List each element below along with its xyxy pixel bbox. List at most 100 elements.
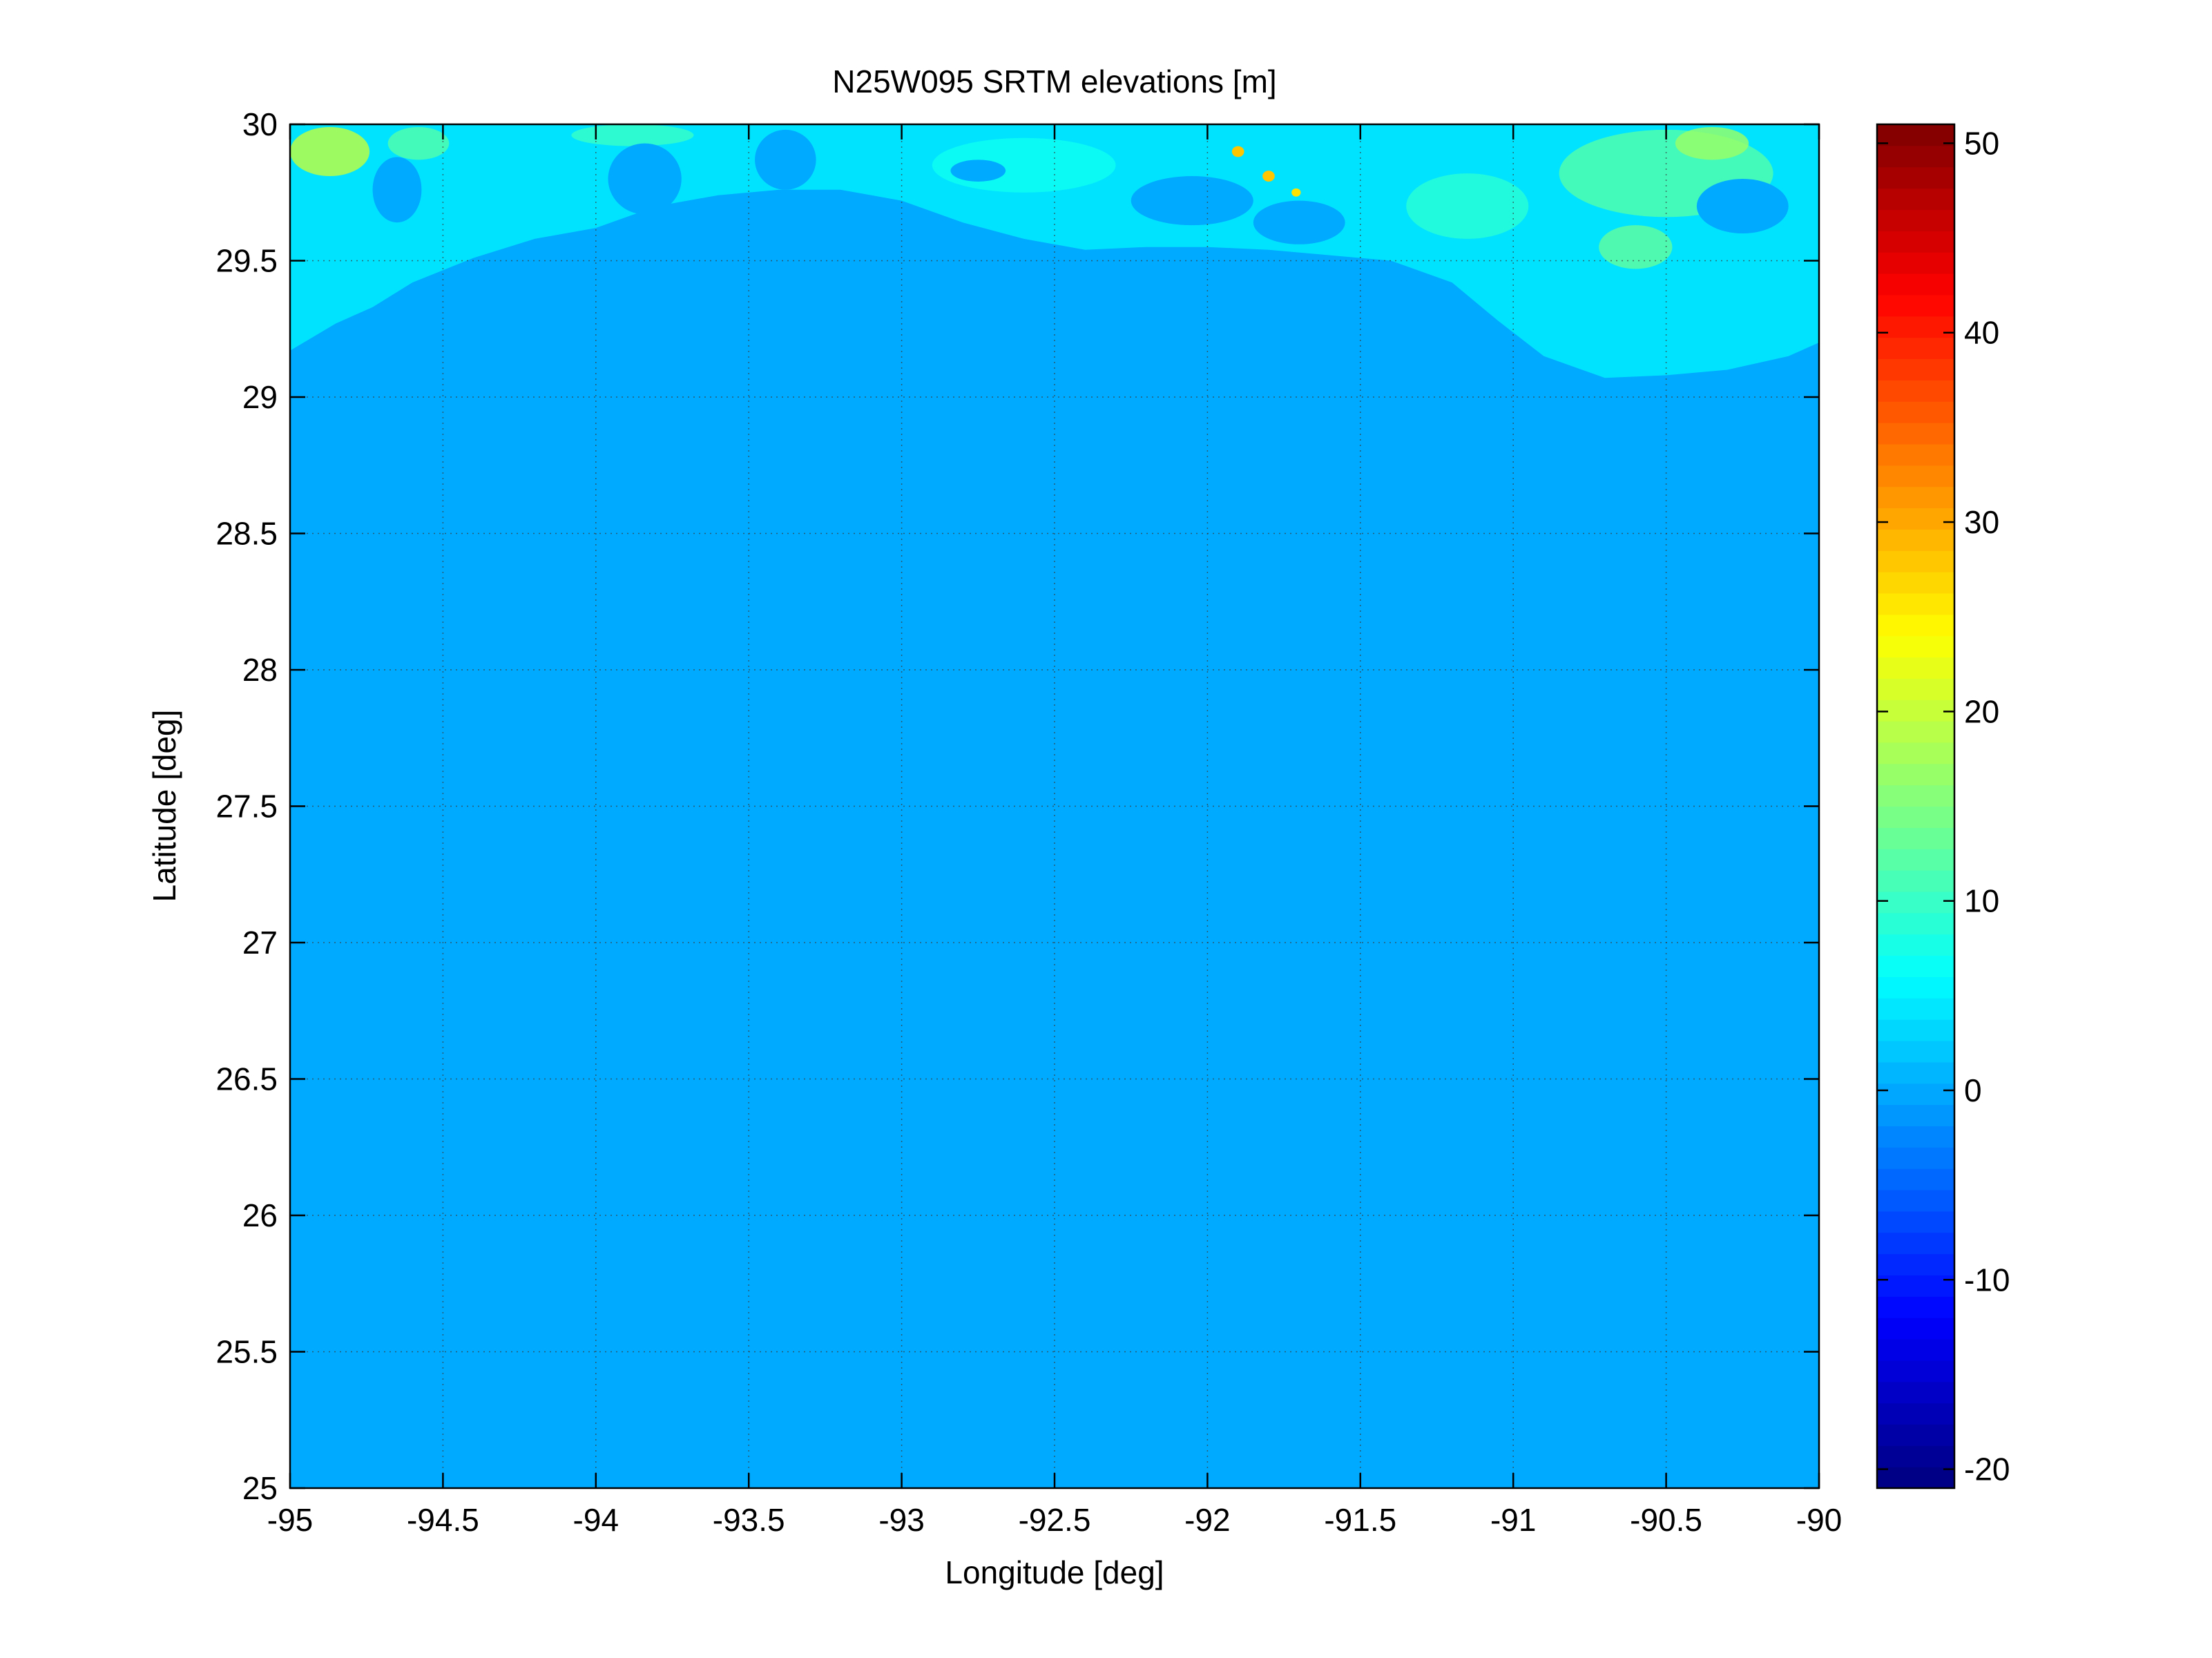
colorbar-band (1877, 1168, 1954, 1191)
colorbar-band (1877, 443, 1954, 466)
colorbar-band (1877, 849, 1954, 871)
elevated-terrain-patch (1291, 188, 1301, 197)
y-tick-label: 27 (242, 925, 278, 961)
elevated-terrain-patch (1599, 225, 1673, 269)
colorbar-band (1877, 678, 1954, 700)
grid-lines (290, 124, 1819, 1488)
x-tick-label: -94.5 (407, 1502, 479, 1538)
colorbar-band (1877, 145, 1954, 168)
y-axis-ticks: 25 25.5 26 26.5 27 27.5 28 28.5 29 29.5 30 (215, 106, 1819, 1506)
colorbar-band (1877, 1189, 1954, 1212)
inland-lake (1131, 176, 1253, 226)
colorbar-band (1877, 337, 1954, 360)
colorbar-band (1877, 1019, 1954, 1041)
elevated-terrain-patch (1675, 126, 1749, 160)
colorbar-tick-label: 0 (1964, 1072, 1982, 1108)
colorbar-band (1877, 252, 1954, 274)
inland-lake (1253, 200, 1345, 244)
y-tick-label: 26.5 (215, 1061, 278, 1097)
colorbar-band (1877, 1296, 1954, 1318)
inland-lake (950, 160, 1006, 182)
colorbar-band (1877, 742, 1954, 764)
colorbar-band (1877, 124, 1954, 146)
y-tick-label: 28.5 (215, 516, 278, 552)
colorbar-tick-label: 20 (1964, 693, 1999, 729)
colorbar-band (1877, 657, 1954, 679)
colorbar-band (1877, 273, 1954, 296)
elevated-terrain-patch (387, 126, 450, 160)
colorbar-band (1877, 1445, 1954, 1467)
colorbar-band (1877, 976, 1954, 999)
colorbar-band (1877, 827, 1954, 849)
elevated-terrain-patch (1406, 173, 1529, 239)
colorbar-band (1877, 784, 1954, 807)
y-tick-label: 26 (242, 1197, 278, 1233)
colorbar-band (1877, 1424, 1954, 1446)
inland-lake (372, 157, 422, 223)
y-tick-label: 27.5 (215, 789, 278, 825)
colorbar-band (1877, 763, 1954, 786)
land-terrain-layer (290, 124, 1819, 378)
colorbar-band (1877, 1211, 1954, 1233)
y-tick-label: 28 (242, 652, 278, 688)
colorbar-band (1877, 1402, 1954, 1425)
colorbar-band (1877, 1232, 1954, 1255)
colorbar-band (1877, 209, 1954, 231)
x-axis-label: Longitude [deg] (945, 1554, 1164, 1590)
colorbar-tick-label: 10 (1964, 883, 1999, 919)
x-tick-label: -90.5 (1630, 1502, 1702, 1538)
colorbar-band (1877, 1381, 1954, 1404)
y-axis-label: Latitude [deg] (146, 710, 182, 903)
colorbar-band (1877, 721, 1954, 743)
colorbar-band (1877, 912, 1954, 935)
y-tick-label: 25 (242, 1470, 278, 1506)
colorbar-band (1877, 1360, 1954, 1382)
elevated-terrain-patch (290, 126, 370, 177)
colorbar-band (1877, 1467, 1954, 1489)
colorbar-band (1877, 1040, 1954, 1063)
colorbar-band (1877, 955, 1954, 977)
y-tick-label: 25.5 (215, 1334, 278, 1370)
elevated-terrain-patch (1231, 146, 1244, 157)
colorbar-band (1877, 423, 1954, 445)
y-tick-label: 29.5 (215, 243, 278, 279)
colorbar-tick-label: -20 (1964, 1452, 2010, 1487)
x-axis-ticks: -95 -94.5 -94 -93.5 -93 -92.5 -92 -91.5 -91 -90.5… (267, 124, 1842, 1538)
colorbar-band (1877, 358, 1954, 380)
colorbar-band (1877, 1318, 1954, 1340)
x-tick-label: -94 (573, 1502, 619, 1538)
colorbar-band (1877, 1104, 1954, 1126)
colorbar-band (1877, 231, 1954, 253)
colorbar-band (1877, 188, 1954, 211)
colorbar-band (1877, 1147, 1954, 1169)
colorbar-band (1877, 380, 1954, 402)
x-tick-label: -90 (1796, 1502, 1842, 1538)
colorbar-tick-label: -10 (1964, 1262, 2010, 1298)
colorbar-band (1877, 1275, 1954, 1297)
colorbar-band (1877, 529, 1954, 551)
colorbar-band (1877, 998, 1954, 1020)
colorbar-band (1877, 592, 1954, 615)
colorbar-band (1877, 401, 1954, 423)
colorbar-band (1877, 508, 1954, 530)
colorbar-band (1877, 1338, 1954, 1361)
elevated-terrain-patch (571, 124, 694, 146)
y-tick-label: 29 (242, 379, 278, 415)
plot-area (290, 124, 1819, 1488)
inland-lake (608, 143, 682, 215)
colorbar-band (1877, 465, 1954, 488)
colorbar-band (1877, 806, 1954, 828)
colorbar-tick-label: 30 (1964, 504, 1999, 540)
inland-lake (755, 129, 816, 190)
colorbar-band (1877, 891, 1954, 914)
inland-lake (1696, 179, 1789, 233)
x-tick-label: -92 (1184, 1502, 1230, 1538)
colorbar-band (1877, 486, 1954, 509)
colorbar-band (1877, 572, 1954, 594)
colorbar-band (1877, 294, 1954, 317)
colorbar-band (1877, 614, 1954, 637)
colorbar-band (1877, 1253, 1954, 1276)
x-tick-label: -91 (1490, 1502, 1536, 1538)
x-tick-label: -91.5 (1324, 1502, 1396, 1538)
